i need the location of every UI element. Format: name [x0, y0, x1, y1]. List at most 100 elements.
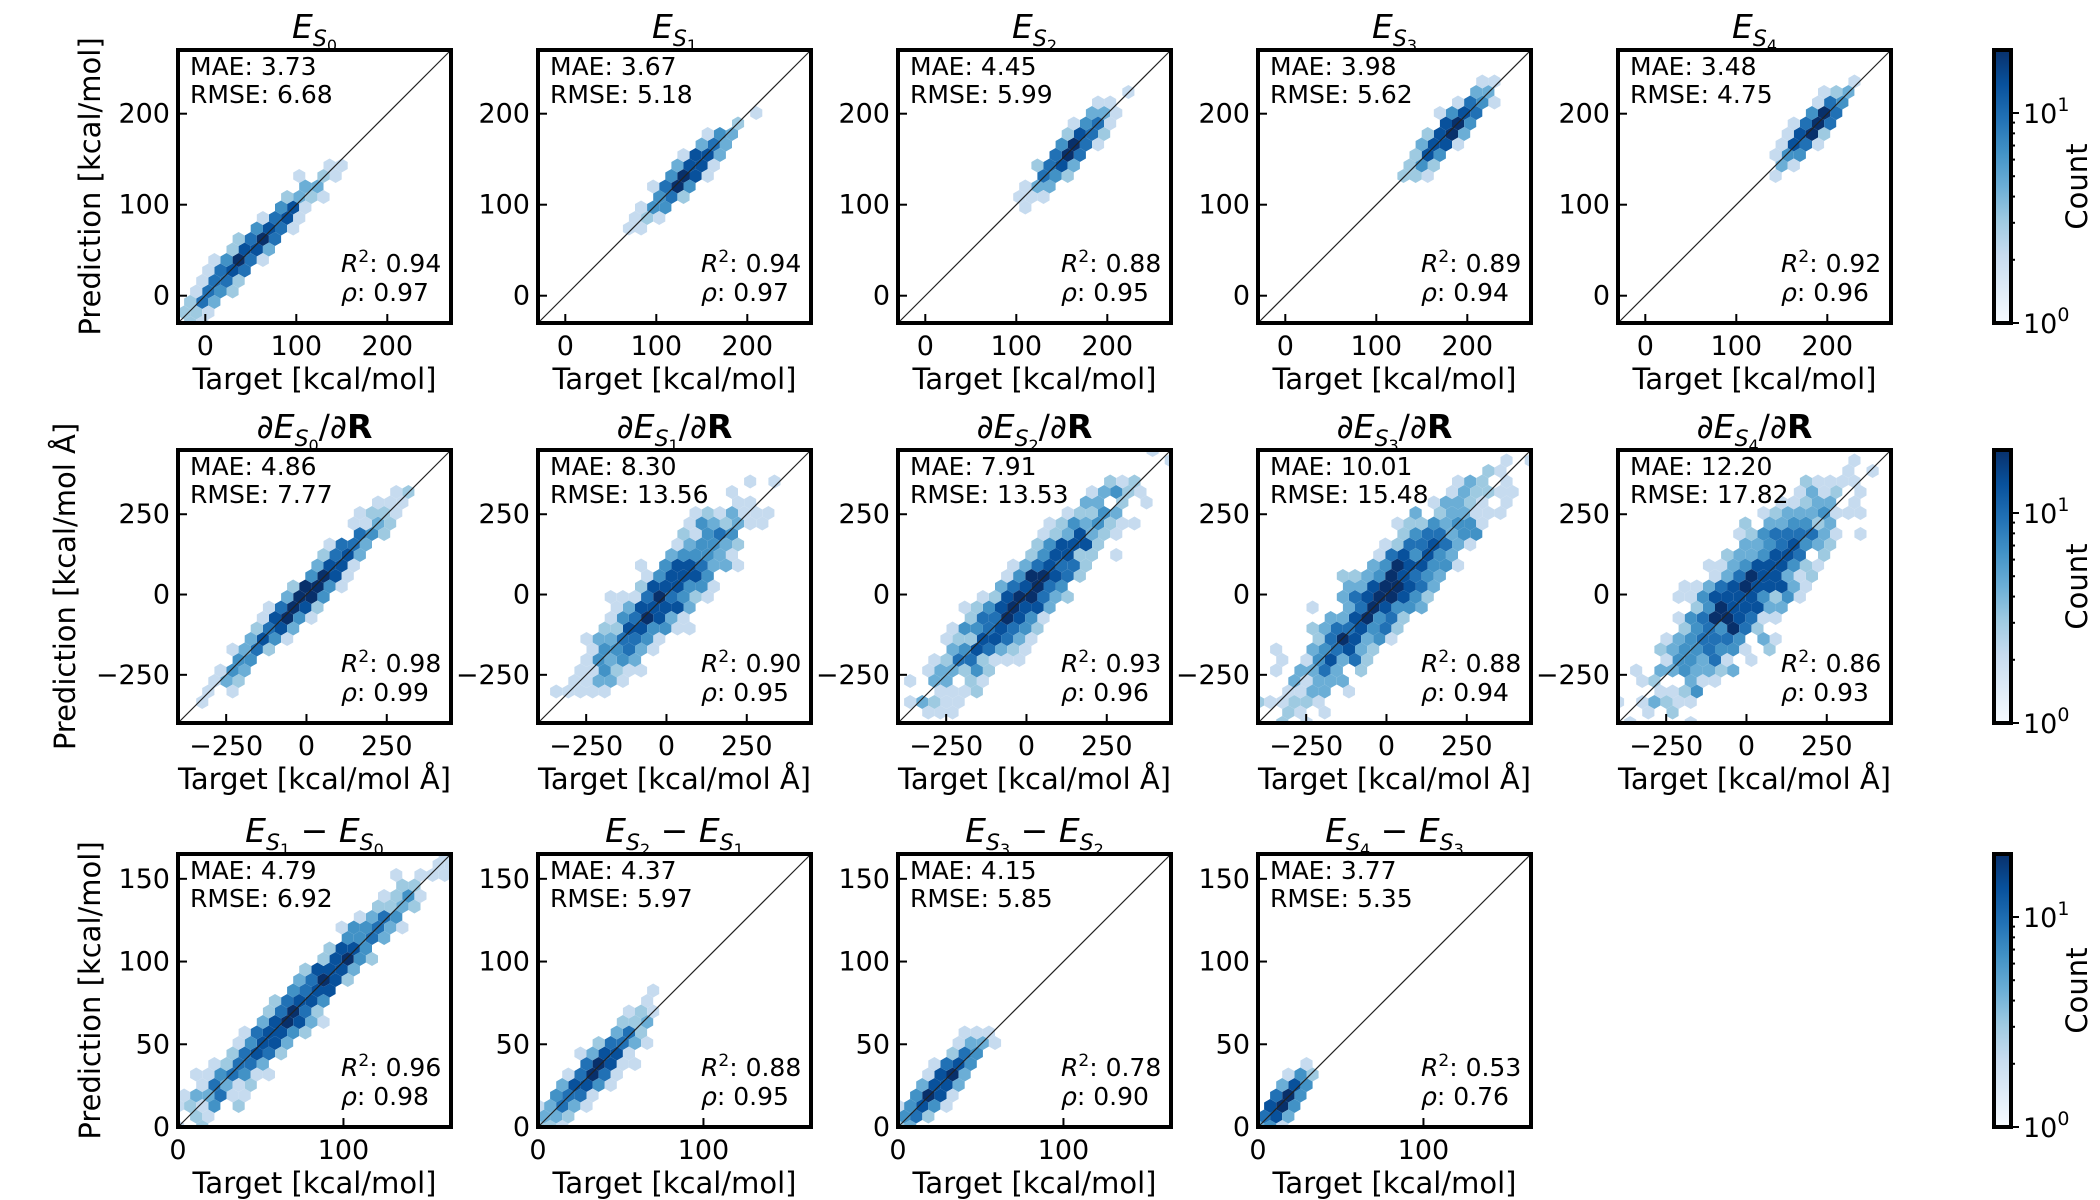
hexbin-cell [1757, 590, 1770, 604]
hexbin-cell [1630, 663, 1643, 678]
y-tick-label: 250 [838, 499, 890, 530]
hexbin-cell [695, 537, 708, 552]
hexbin-cell [1049, 527, 1062, 541]
hexbin-cell [1031, 621, 1044, 636]
hexbin-cell [1793, 506, 1806, 520]
y-tick-label: 50 [496, 1029, 530, 1060]
hexbin-cell [701, 590, 714, 604]
hexbin-cell [653, 611, 666, 625]
hexbin-cell [1312, 674, 1325, 688]
hexbin-cell [1098, 506, 1111, 520]
hexbin-cell [281, 994, 294, 1008]
hexbin-cell [1421, 590, 1434, 604]
hexbin-cell [1421, 569, 1434, 583]
rmse-label: RMSE: 6.68 [190, 80, 333, 109]
hexbin-cell [268, 232, 282, 246]
hexbin-cell [616, 1057, 629, 1071]
mae-label: MAE: 8.30 [550, 452, 677, 481]
hexbin-cell [317, 548, 330, 562]
hexbin-cell [1300, 1057, 1313, 1071]
hexbin-cell [958, 684, 971, 699]
hexbin-cell [347, 558, 360, 573]
hexbin-cell [1445, 127, 1458, 141]
hexbin-cell [653, 211, 666, 225]
hexbin-cell [1757, 548, 1770, 562]
hexbin-cell [946, 663, 959, 678]
hexbin-cell [653, 590, 666, 604]
identity-line [177, 853, 452, 1128]
hexbin-cell [1769, 548, 1782, 562]
hexbin-cell [293, 211, 306, 225]
hexbin-cell [299, 1004, 312, 1019]
plot-frame [1256, 448, 1533, 725]
hexbin-cell [1769, 611, 1782, 625]
plot-frame [536, 852, 813, 1129]
hexbin-cell [214, 263, 227, 278]
r2-label: R2: 0.53 [1421, 1051, 1521, 1082]
hexbin-cell [1470, 485, 1483, 499]
hexbin-cell [244, 1036, 257, 1050]
hexbin-cell [1409, 148, 1422, 162]
hexbin-cell [1397, 169, 1410, 183]
hexbin-cell [665, 611, 678, 625]
hexbin-cell [268, 994, 282, 1008]
hexbin-cell [1336, 611, 1349, 625]
r2-label: R2: 0.92 [1781, 247, 1881, 278]
hexbin-cell [305, 569, 318, 583]
hexbin-cell [293, 169, 306, 183]
hexbin-cell [719, 537, 732, 552]
hexbin-cell [671, 537, 684, 552]
y-tick-label: 0 [153, 1112, 170, 1143]
hexbin-cell [732, 558, 745, 573]
hexbin-cell [281, 1015, 294, 1029]
hexbin-cell [538, 1109, 551, 1124]
hexbin-cell [928, 674, 941, 688]
hexbin-cell [671, 558, 684, 573]
hexbin-cell [1775, 137, 1788, 152]
hexbin-cell [1660, 632, 1673, 646]
hexbin-cell [1781, 548, 1794, 562]
y-tick-label: 250 [1198, 499, 1250, 530]
hexbin-cell [1049, 590, 1062, 604]
hexbin-cell [1288, 674, 1301, 688]
hexbin-cell [922, 663, 935, 678]
hexbin-cell [1684, 611, 1697, 625]
hexbin-cell [1361, 569, 1374, 583]
hexbin-cell [341, 952, 354, 966]
hexbin-cell [1110, 527, 1123, 541]
hexbin-cell [250, 242, 263, 257]
rho-label: ρ: 0.95 [701, 678, 789, 707]
hexbin-cell [1403, 600, 1416, 615]
hexbin-cell [1134, 485, 1147, 499]
hexbin-cell [1757, 506, 1770, 520]
hexbin-cell [701, 127, 714, 141]
hexbin-cell [1458, 127, 1471, 141]
hexbin-cell [641, 632, 654, 646]
hexbin-cell [136, 1162, 148, 1176]
rho-label: ρ: 0.97 [341, 278, 429, 307]
mae-label: MAE: 4.15 [910, 856, 1037, 885]
hexbin-cell [1043, 600, 1056, 615]
hexbin-cell [946, 1067, 959, 1082]
plot-frame [536, 448, 813, 725]
hexbin-cell [1037, 169, 1050, 183]
rho-label: ρ: 0.93 [1781, 678, 1869, 707]
hexbin-cell [1379, 621, 1392, 636]
x-axis-label: Target [kcal/mol] [1272, 362, 1517, 396]
hexbin-cell [390, 910, 403, 924]
hexbin-cell [1500, 495, 1513, 510]
plot-frame [1616, 48, 1893, 325]
hexbin-cell [1001, 590, 1014, 604]
hexbin-cell [1043, 516, 1056, 531]
x-tick-label: 0 [1378, 731, 1395, 762]
hexbin-cell [1672, 590, 1685, 604]
x-axis-label: Target [kcal/mol Å] [897, 762, 1171, 796]
hexbin-cell [970, 642, 983, 657]
hexbin-cell [1854, 506, 1867, 520]
hexbin-cell [214, 284, 227, 299]
hexbin-cell [1787, 516, 1800, 531]
hexbin-cell [616, 674, 629, 688]
hexbin-cell [1470, 85, 1483, 99]
hexbin-cell [1824, 516, 1837, 531]
